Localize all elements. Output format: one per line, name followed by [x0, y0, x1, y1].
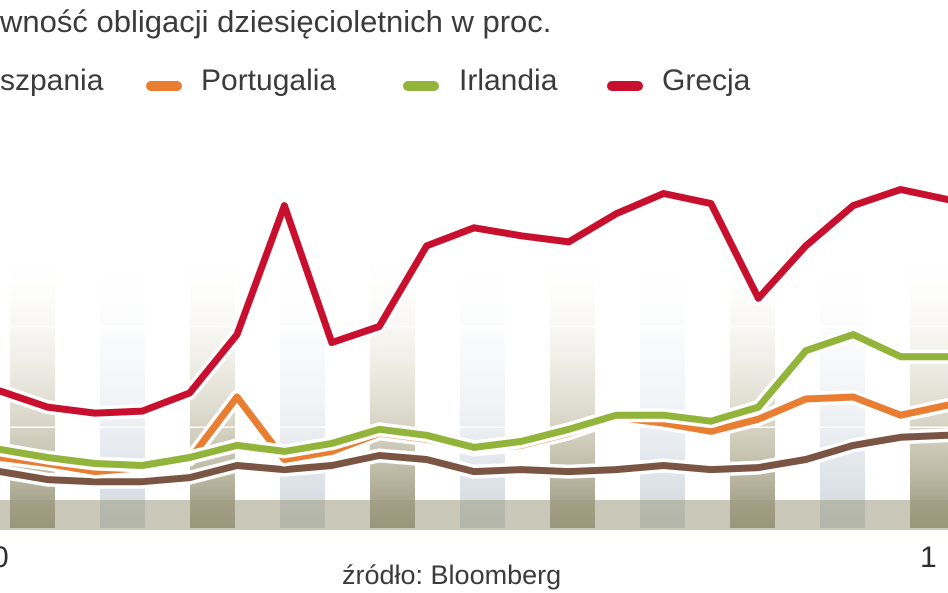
background-band — [460, 250, 505, 528]
background-band — [910, 250, 948, 528]
legend-swatch-irlandia — [403, 81, 439, 91]
background-band — [550, 250, 595, 528]
chart-title: wność obligacji dziesięcioletnich w proc… — [0, 4, 552, 39]
legend-item-irlandia: Irlandia — [459, 64, 557, 98]
background-base — [0, 500, 948, 530]
background-band — [820, 250, 865, 528]
legend-swatch-portugalia — [146, 81, 182, 91]
legend-label: Portugalia — [201, 64, 337, 97]
x-tick-label: 1 — [920, 541, 937, 574]
legend-swatch-grecja — [607, 81, 643, 91]
legend-label: Grecja — [662, 64, 751, 97]
legend-item-portugalia: Portugalia — [201, 64, 336, 98]
legend-item-grecja: Grecja — [662, 64, 750, 98]
legend-item-hiszpania: szpania — [0, 64, 103, 98]
legend-label: Irlandia — [459, 64, 558, 97]
series-line-irlandia — [0, 331, 948, 469]
series-line-grecja — [0, 186, 948, 417]
background-band — [640, 250, 685, 528]
series-line-hiszpania — [0, 431, 948, 486]
source-note: źródło: Bloomberg — [342, 560, 562, 590]
legend-label: szpania — [0, 64, 104, 97]
x-tick-label: 0 — [0, 541, 9, 574]
